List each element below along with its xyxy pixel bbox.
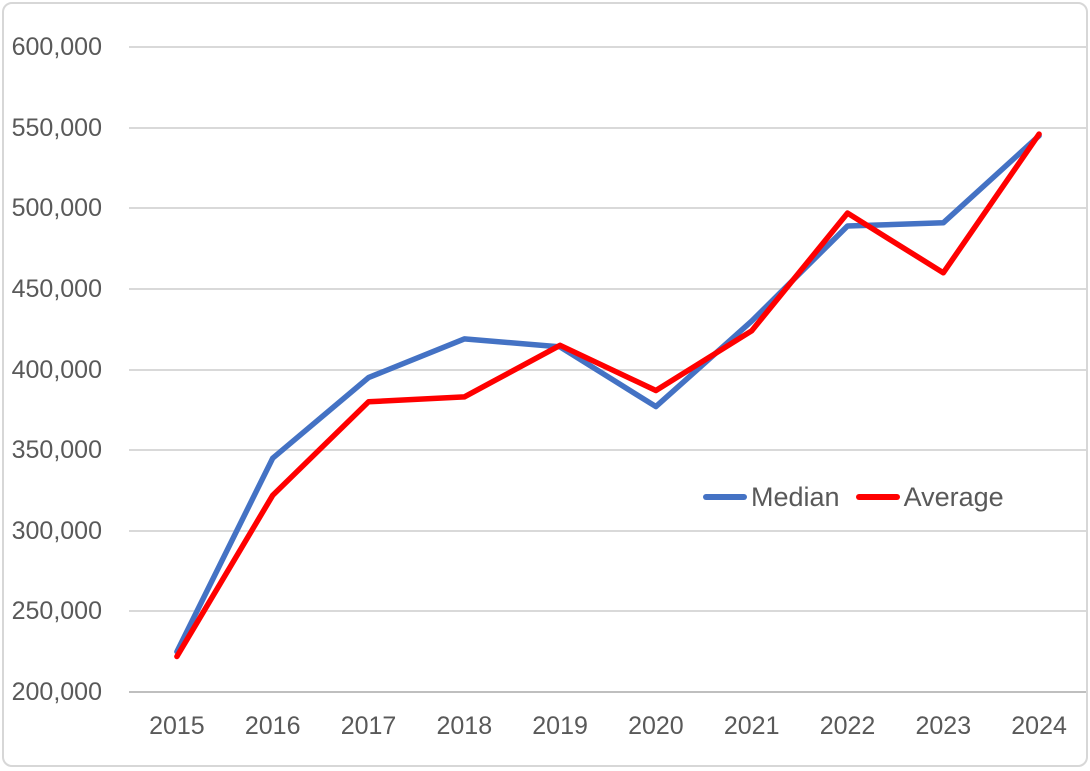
y-gridline <box>129 126 1086 129</box>
x-axis-tick-label: 2022 <box>819 712 876 740</box>
y-gridline <box>129 46 1086 48</box>
x-axis-tick-label: 2021 <box>723 712 780 740</box>
line-chart-plot <box>174 131 1042 660</box>
y-axis-tick-label: 600,000 <box>11 33 102 61</box>
x-axis-tick-label: 2017 <box>340 712 397 740</box>
y-axis-tick-label: 550,000 <box>11 113 102 142</box>
x-axis-tick-label: 2024 <box>1011 712 1067 740</box>
y-gridline <box>129 449 1086 452</box>
legend-label-average: Average <box>903 482 1004 512</box>
legend-item-average: Average <box>855 481 1004 513</box>
x-axis-tick-label: 2018 <box>436 712 493 740</box>
y-gridline <box>129 610 1086 613</box>
x-axis-tick-label: 2020 <box>628 712 684 740</box>
series-line-average <box>174 131 1042 660</box>
y-gridline <box>129 207 1086 210</box>
legend-label-median: Median <box>751 482 840 512</box>
legend-swatch-average <box>855 494 900 500</box>
y-gridline <box>129 287 1086 290</box>
legend-item-median: Median <box>703 481 840 513</box>
x-axis-line <box>129 691 1086 693</box>
y-axis-tick-label: 350,000 <box>11 436 102 465</box>
x-axis-tick-label: 2023 <box>915 712 972 740</box>
y-axis-tick-label: 200,000 <box>11 678 102 706</box>
y-gridline <box>129 529 1086 532</box>
y-axis-tick-label: 450,000 <box>11 274 102 303</box>
x-axis-tick-label: 2016 <box>244 712 301 740</box>
x-axis-tick-label: 2015 <box>149 712 205 740</box>
y-axis-tick-label: 500,000 <box>11 194 102 223</box>
series-line-median <box>174 132 1042 655</box>
y-axis-tick-label: 250,000 <box>11 597 102 626</box>
legend: Median Average <box>703 481 1004 513</box>
x-axis-tick-label: 2019 <box>532 712 588 740</box>
y-axis-tick-label: 400,000 <box>11 355 102 384</box>
legend-swatch-median <box>703 494 747 500</box>
y-axis-tick-label: 300,000 <box>11 516 102 545</box>
